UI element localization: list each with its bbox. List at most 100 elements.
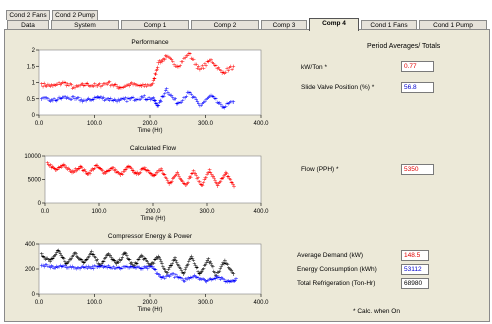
data-point: + (141, 267, 146, 273)
data-point: + (162, 92, 167, 98)
data-point: + (143, 265, 148, 271)
data-point: + (133, 171, 138, 177)
kw-ton-field[interactable]: 0.77 (401, 61, 434, 72)
data-point: + (191, 258, 196, 264)
data-point: + (51, 257, 56, 263)
data-point: + (158, 98, 163, 104)
tab-comp-3[interactable]: Comp 3 (261, 20, 307, 30)
data-point: + (152, 173, 157, 179)
data-point: + (189, 92, 194, 98)
data-point: + (118, 85, 123, 91)
data-point: + (167, 265, 172, 271)
data-point: + (46, 97, 51, 103)
data-point: + (44, 256, 49, 262)
data-point: + (64, 165, 69, 171)
data-point: + (139, 167, 144, 173)
data-point: + (94, 264, 99, 270)
tab-cond-1-pump[interactable]: Cond 1 Pump (419, 20, 487, 30)
data-point: + (128, 264, 133, 271)
data-point: + (46, 82, 51, 88)
data-point: + (190, 57, 195, 63)
data-point: + (118, 172, 123, 179)
data-point: + (52, 253, 57, 259)
data-point: + (89, 249, 94, 256)
data-point: + (103, 256, 108, 262)
data-point: + (201, 277, 206, 283)
tab-data[interactable]: Data (7, 20, 49, 30)
data-point: + (150, 172, 155, 179)
data-point: + (137, 265, 142, 271)
data-point: + (219, 275, 224, 281)
data-point: + (227, 66, 232, 72)
data-point: + (180, 98, 185, 104)
data-point: + (113, 167, 118, 173)
data-point: + (179, 268, 184, 274)
data-point: + (122, 97, 127, 103)
data-point: + (162, 173, 167, 179)
data-point: + (130, 262, 135, 268)
data-point: + (101, 265, 106, 271)
flow-field[interactable]: 5350 (401, 164, 434, 175)
slide-valve-field[interactable]: 56.8 (401, 82, 434, 93)
data-point: + (118, 97, 123, 103)
data-point: + (229, 180, 234, 186)
data-point: + (207, 167, 212, 174)
data-point: + (211, 265, 216, 271)
x-axis-label: Time (Hr) (140, 216, 165, 222)
data-point: + (123, 250, 128, 257)
tab-system[interactable]: System (51, 20, 119, 30)
data-point: + (134, 265, 139, 271)
tab-cond-1-fans[interactable]: Cond 1 Fans (361, 20, 417, 30)
tab-cond-2-fans[interactable]: Cond 2 Fans (6, 10, 50, 20)
data-point: + (184, 94, 189, 100)
tab-comp-2[interactable]: Comp 2 (191, 20, 259, 30)
tab-comp-4[interactable]: Comp 4 (309, 18, 359, 31)
data-point: + (184, 53, 189, 59)
tab-comp-1[interactable]: Comp 1 (121, 20, 189, 30)
data-point: + (224, 104, 229, 110)
data-point: + (209, 261, 214, 267)
data-point: + (228, 279, 233, 285)
data-point: + (141, 95, 146, 101)
comp4-panel: Performance 0 0.5 1 1.5 2 0.0 100.0 200.0 300.0 40… (4, 29, 490, 322)
data-point: + (207, 277, 212, 283)
data-point: + (41, 84, 46, 90)
data-point: + (68, 82, 73, 88)
data-point: + (186, 262, 191, 268)
energy-consumption-label: Energy Consumption (kWh) (297, 266, 377, 273)
avg-demand-field[interactable]: 148.5 (401, 250, 429, 261)
data-point: + (112, 168, 117, 174)
data-point: + (155, 271, 160, 277)
data-point: + (223, 279, 228, 285)
data-point: + (130, 96, 135, 102)
data-point: + (104, 169, 109, 175)
data-point: + (137, 257, 142, 263)
data-point: + (202, 177, 207, 183)
tab-cond-2-pump[interactable]: Cond 2 Pump (52, 10, 98, 20)
energy-consumption-field[interactable]: 53112 (401, 264, 429, 275)
data-point: + (208, 170, 213, 176)
data-point: + (215, 183, 220, 190)
data-point: + (69, 169, 74, 176)
data-point: + (139, 265, 144, 272)
data-point: + (189, 254, 194, 261)
data-point: + (177, 265, 182, 271)
data-point: + (187, 257, 192, 263)
data-point: + (57, 95, 62, 101)
data-point: + (126, 96, 131, 102)
data-point: + (52, 82, 57, 88)
data-point: + (220, 176, 225, 182)
data-point: + (123, 265, 128, 271)
data-point: + (147, 263, 152, 269)
data-point: + (172, 275, 177, 281)
x-tick-label: 300.0 (199, 209, 215, 215)
data-point: + (113, 98, 118, 104)
data-point: + (71, 170, 76, 176)
data-point: + (143, 97, 148, 103)
data-point: + (124, 167, 129, 173)
total-refrigeration-field[interactable]: 68980 (401, 278, 429, 289)
data-point: + (111, 257, 116, 263)
data-point: + (50, 97, 55, 104)
data-point: + (152, 76, 157, 82)
data-point: + (126, 257, 131, 263)
